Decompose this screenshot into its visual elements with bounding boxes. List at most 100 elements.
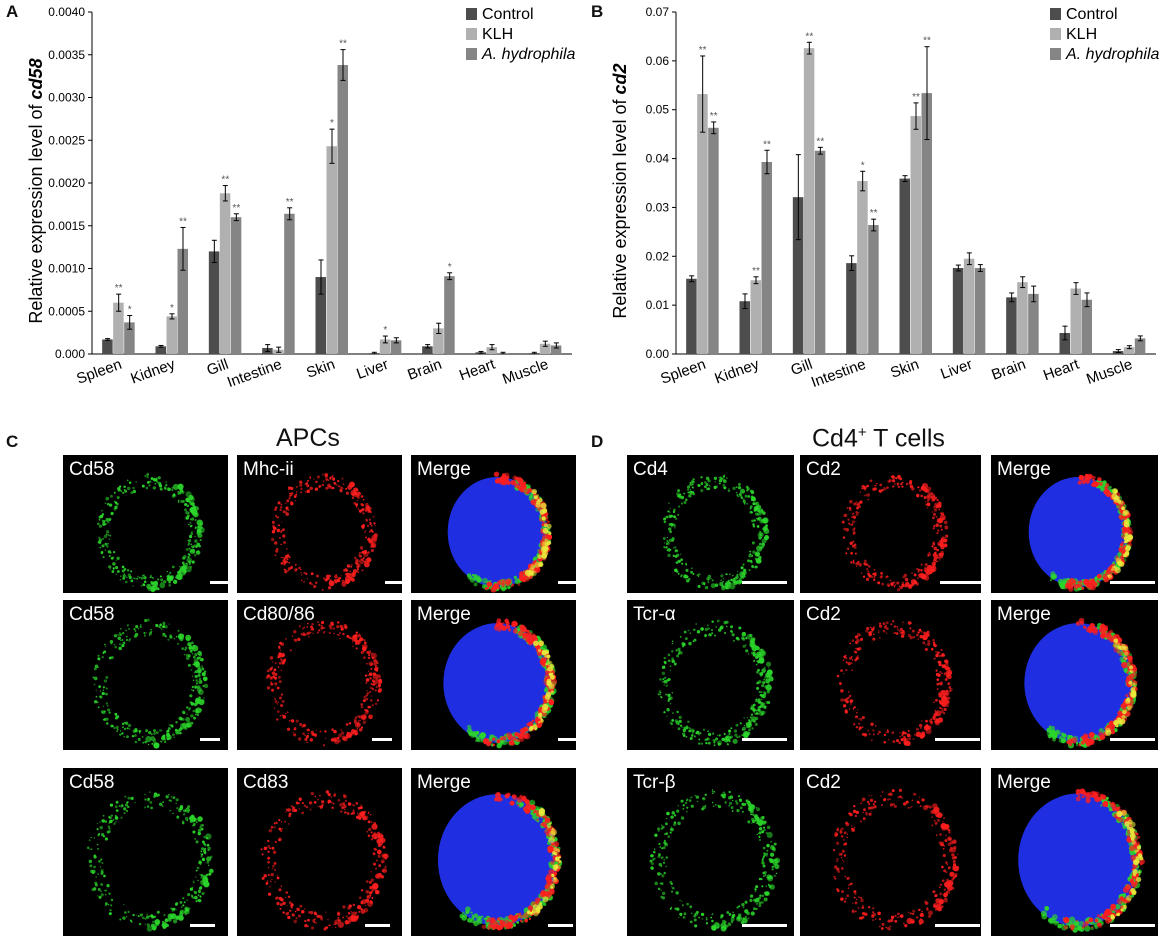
micrograph-label: Cd58 — [69, 772, 114, 794]
bar-skin-0 — [900, 179, 911, 354]
y-tick-label: 0.0025 — [48, 133, 85, 147]
x-tick-label: Kidney — [128, 356, 177, 388]
legend-swatch-2 — [466, 48, 477, 60]
y-axis-label: Relative expression level of cd2 — [610, 63, 630, 318]
panel-d-title-sup: + — [858, 424, 867, 441]
scale-bar — [210, 581, 228, 584]
y-tick-label: 0.0040 — [48, 5, 85, 19]
y-axis-label-text: Relative expression level of — [610, 94, 630, 318]
bar-brain-1 — [1017, 282, 1028, 354]
legend-label-1: KLH — [1066, 26, 1097, 43]
micrograph-c-2-2: Merge — [411, 768, 576, 936]
scale-bar — [1110, 581, 1155, 584]
scale-bar — [742, 581, 787, 584]
x-tick-label: Intestine — [225, 356, 284, 391]
scale-bar — [365, 924, 390, 927]
significance-mark: ** — [179, 216, 187, 227]
significance-mark: ** — [699, 45, 707, 56]
legend-swatch-1 — [466, 28, 477, 40]
significance-mark: ** — [115, 283, 123, 294]
micrograph-label: Cd2 — [806, 604, 841, 626]
x-tick-label: Liver — [354, 356, 390, 383]
micrograph-label: Cd83 — [243, 772, 288, 794]
significance-mark: ** — [912, 92, 920, 103]
x-tick-label: Skin — [888, 356, 921, 382]
x-tick-label: Skin — [304, 356, 337, 382]
y-tick-label: 0.0005 — [48, 304, 85, 318]
significance-mark: ** — [232, 203, 240, 214]
bar-kidney-1 — [751, 280, 762, 354]
micrograph-label: Merge — [417, 772, 471, 794]
bar-brain-0 — [1006, 297, 1017, 354]
micrograph-d-2-2: Merge — [991, 768, 1158, 936]
scale-bar — [1110, 924, 1155, 927]
bar-kidney-1 — [167, 316, 178, 354]
y-tick-label: 0.0035 — [48, 48, 85, 62]
scale-bar — [940, 581, 981, 584]
micrograph-c-1-1: Cd80/86 — [237, 600, 402, 750]
micrograph-label: Cd58 — [69, 459, 114, 481]
legend-label-0: Control — [482, 6, 534, 23]
significance-mark: * — [128, 305, 132, 316]
significance-mark: ** — [710, 111, 718, 122]
significance-mark: ** — [816, 136, 824, 147]
bar-spleen-2 — [708, 128, 718, 354]
significance-mark: ** — [805, 31, 813, 42]
panel-c-title: APCs — [276, 424, 340, 453]
y-tick-label: 0.05 — [646, 103, 670, 117]
significance-mark: * — [448, 262, 452, 273]
scale-bar — [558, 738, 576, 741]
bar-gill-1 — [220, 193, 231, 354]
y-tick-label: 0.02 — [646, 249, 670, 263]
micrograph-d-0-0: Cd4 — [627, 455, 794, 593]
micrograph-d-1-0: Tcr-α — [627, 600, 794, 750]
micrograph-c-2-0: Cd58 — [63, 768, 228, 936]
legend-label-1: KLH — [482, 26, 513, 43]
bar-gill-2 — [231, 217, 242, 354]
panel-d-title: Cd4+ T cells — [812, 424, 945, 453]
scale-bar — [935, 738, 980, 741]
y-tick-label: 0.0015 — [48, 219, 85, 233]
y-tick-label: 0.03 — [646, 200, 670, 214]
micrograph-d-0-1: Cd2 — [800, 455, 981, 593]
bar-heart-2 — [1082, 300, 1093, 354]
legend-label-2: A. hydrophila — [481, 46, 575, 63]
micrograph-label: Cd2 — [806, 459, 841, 481]
scale-bar — [372, 738, 392, 741]
micrograph-d-1-1: Cd2 — [800, 600, 981, 750]
scale-bar — [385, 581, 402, 584]
bar-spleen-0 — [686, 279, 697, 354]
significance-mark: * — [861, 160, 865, 171]
micrograph-label: Cd2 — [806, 772, 841, 794]
y-tick-label: 0.06 — [646, 54, 670, 68]
micrograph-label: Cd58 — [69, 604, 114, 626]
significance-mark: ** — [339, 39, 347, 50]
micrograph-c-0-1: Mhc-ii — [237, 455, 402, 593]
micrograph-c-1-0: Cd58 — [63, 600, 228, 750]
micrograph-d-1-2: Merge — [991, 600, 1158, 750]
x-tick-label: Muscle — [1084, 356, 1134, 388]
bar-brain-2 — [1028, 294, 1039, 354]
bar-intestine-0 — [846, 263, 857, 354]
bar-intestine-1 — [857, 181, 868, 354]
micrograph-label: Mhc-ii — [243, 459, 294, 481]
x-tick-label: Heart — [1041, 356, 1082, 385]
bar-gill-2 — [815, 151, 826, 354]
y-tick-label: 0.0010 — [48, 262, 85, 276]
legend-label-0: Control — [1066, 6, 1118, 23]
micrograph-label: Merge — [997, 772, 1051, 794]
y-tick-label: 0.00 — [646, 347, 670, 361]
y-tick-label: 0.0030 — [48, 91, 85, 105]
micrograph-label: Tcr-α — [633, 604, 676, 626]
y-tick-label: 0.07 — [646, 5, 670, 19]
bar-gill-0 — [209, 251, 220, 354]
legend-swatch-0 — [1050, 8, 1061, 20]
bar-skin-1 — [911, 116, 922, 354]
panel-d-title-cell: Cd4 — [812, 424, 858, 452]
panel-d-title-rest: T cells — [867, 424, 945, 452]
scale-bar — [742, 924, 787, 927]
y-tick-label: 0.0020 — [48, 176, 85, 190]
bar-kidney-0 — [740, 301, 751, 354]
significance-mark: * — [170, 303, 174, 314]
bar-skin-2 — [338, 65, 349, 354]
